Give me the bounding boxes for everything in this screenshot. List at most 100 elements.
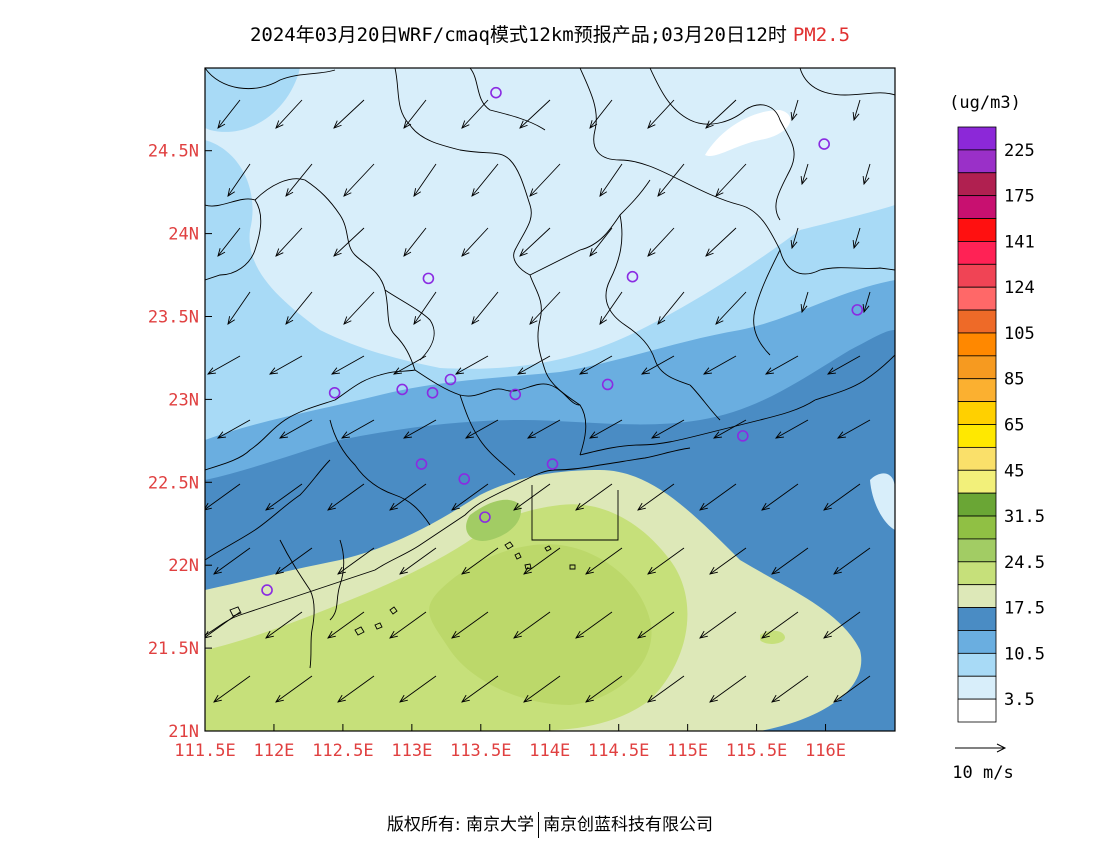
wind-vector-head (637, 502, 646, 511)
wind-vector (529, 163, 561, 197)
wind-vector (269, 355, 303, 375)
wind-vector (523, 675, 561, 703)
wind-vector (837, 419, 871, 439)
wind-vector-head (761, 630, 770, 639)
wind-vector (703, 355, 737, 375)
wind-vector (519, 99, 551, 129)
footer-separator (538, 812, 540, 838)
wind-vector-head (343, 188, 352, 197)
wind-vector-head (516, 367, 527, 375)
wind-vector-head (399, 566, 408, 575)
legend-swatch (957, 424, 997, 448)
wind-vector-head (217, 120, 226, 129)
station-marker (737, 430, 749, 442)
wind-vector-head (451, 630, 460, 639)
wind-vector-head (588, 431, 599, 439)
wind-vector (715, 291, 747, 325)
wind-vector-head (702, 367, 713, 375)
legend-swatch (957, 241, 997, 265)
wind-vector (471, 291, 499, 325)
wind-vector-head (774, 431, 785, 439)
wind-vector-head (461, 120, 470, 129)
wind-vector (647, 675, 685, 703)
wind-vector-head (333, 120, 342, 129)
wind-vector-head (790, 239, 798, 250)
legend-label: 175 (1004, 187, 1035, 207)
wind-vector-head (790, 111, 798, 122)
wind-vector (529, 291, 561, 325)
wind-vector (863, 291, 871, 313)
legend-unit: (ug/m3) (949, 93, 1021, 113)
wind-vector-head (454, 367, 465, 375)
legend-swatch (957, 675, 997, 700)
wind-vector-head (327, 502, 336, 511)
map-title: 2024年03月20日WRF/cmaq模式12km预报产品;03月20日12时 P… (0, 20, 1100, 47)
wind-vector (647, 547, 685, 575)
wind-vector-head (327, 630, 336, 639)
wind-vector-head (699, 502, 708, 511)
wind-vector-head (461, 694, 470, 703)
legend-label: 17.5 (1004, 599, 1045, 619)
wind-vector (579, 355, 613, 375)
wind-vector (403, 99, 427, 129)
wind-vector (213, 675, 251, 703)
wind-vector-head (337, 694, 346, 703)
legend-swatch (957, 126, 997, 151)
wind-vector-head (285, 188, 294, 197)
wind-vector (761, 611, 799, 639)
y-tick-label: 24.5N (148, 142, 199, 162)
wind-vector-head (657, 188, 666, 197)
wind-vector-head (337, 566, 346, 575)
wind-vector (517, 355, 551, 375)
legend-swatch (957, 538, 997, 563)
legend-label: 225 (1004, 141, 1035, 161)
wind-vector-head (823, 502, 832, 511)
title-variable: PM2.5 (792, 24, 851, 46)
wind-vector-head (206, 367, 217, 375)
wind-vector (647, 227, 675, 257)
wind-vector (337, 675, 375, 703)
wind-vector (699, 611, 737, 639)
footer-copyright: 版权所有: 南京大学 (386, 815, 535, 835)
legend-swatch (957, 584, 997, 608)
wind-vector (519, 227, 551, 257)
wind-vector (863, 163, 871, 185)
legend-label: 85 (1004, 370, 1024, 390)
wind-vector-head (464, 431, 475, 439)
station-marker (426, 386, 439, 399)
wind-vector (575, 611, 613, 639)
wind-vector-head (657, 316, 666, 325)
wind-vector-head (852, 239, 860, 250)
y-axis: 21N 21.5N 22N 22.5N 23N 23.5N 24N 24.5N (148, 142, 212, 742)
wind-vector (709, 547, 747, 575)
wind-vector-head (461, 566, 470, 575)
wind-vector (207, 355, 241, 375)
x-axis: 111.5E 112E 112.5E 113E 113.5E 114E 114.5E 115E… (174, 724, 846, 761)
wind-vector-head (519, 248, 528, 257)
wind-vector-head (712, 431, 723, 439)
wind-vector-head (647, 694, 656, 703)
wind-vector (265, 483, 303, 511)
wind-vector (275, 227, 303, 257)
x-tick-label: 114E (529, 741, 570, 761)
wind-vector (285, 163, 313, 197)
wind-vector (651, 419, 685, 439)
wind-vector-field (205, 99, 871, 703)
wind-vector (331, 355, 365, 375)
legend-swatch (957, 218, 997, 242)
y-tick-label: 22.5N (148, 473, 199, 493)
station-marker (851, 304, 864, 316)
wind-vector-head (216, 431, 227, 439)
wind-vector-head (513, 630, 522, 639)
wind-vector-head (399, 694, 408, 703)
wind-vector (765, 355, 799, 375)
wind-vector-head (833, 566, 842, 575)
legend-swatch (957, 149, 997, 174)
wind-vector (465, 419, 499, 439)
wind-vector (471, 163, 499, 197)
wind-vector-head (217, 248, 226, 257)
legend-swatch (957, 698, 997, 723)
wind-vector (285, 291, 313, 325)
wind-vector-head (705, 120, 714, 129)
wind-vector-head (650, 431, 661, 439)
